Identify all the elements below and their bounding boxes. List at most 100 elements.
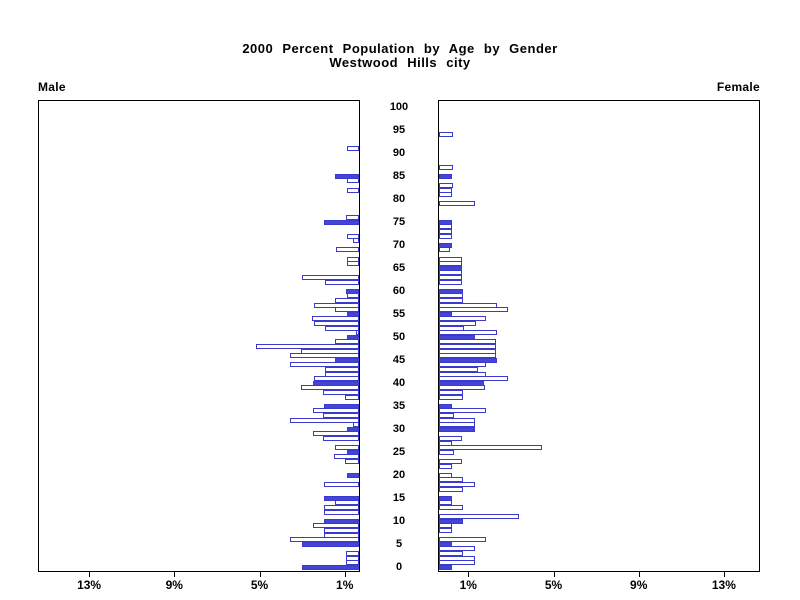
bar-female-age-0 [439,564,452,570]
bar-female-age-51 [439,330,497,336]
bar-male-age-5 [302,541,359,547]
bar-male-age-2 [345,555,359,561]
bar-female-age-45 [439,357,498,363]
female-tick-label-1%: 1% [459,578,477,592]
bar-male-age-69 [336,247,359,253]
male-tick-1% [344,572,346,577]
bar-female-age-75 [439,219,452,225]
bar-female-age-31 [439,422,475,428]
bar-female-age-69 [439,247,451,253]
bar-female-age-23 [439,458,463,464]
female-tick-1% [468,572,470,577]
bar-male-age-91 [346,146,359,152]
bar-female-age-44 [439,362,486,368]
bar-female-age-15 [439,495,452,501]
bar-female-age-55 [439,311,452,317]
bar-male-age-38 [323,389,359,395]
bar-female-age-67 [439,256,463,262]
bar-female-age-22 [439,463,452,469]
bar-male-age-41 [314,376,359,382]
bar-male-age-76 [345,215,359,221]
bar-male-age-23 [345,458,359,464]
bar-male-age-40 [313,380,359,386]
age-axis-label-95: 95 [392,124,406,136]
bar-female-age-79 [439,201,475,207]
bar-male-age-14 [334,500,359,506]
bar-male-age-47 [300,348,359,354]
bar-female-age-58 [439,297,464,303]
bar-male-age-85 [334,173,359,179]
bar-male-age-49 [334,339,359,345]
bar-female-age-17 [439,486,464,492]
bar-female-age-41 [439,376,509,382]
bar-female-age-54 [439,316,486,322]
bar-female-age-66 [439,261,463,267]
bar-male-age-26 [335,445,359,451]
bar-male-age-42 [325,371,359,377]
bar-female-age-18 [439,481,475,487]
age-axis-label-10: 10 [392,515,406,527]
bar-male-age-71 [352,238,359,244]
age-axis-label-60: 60 [392,285,406,297]
bar-male-age-46 [289,353,359,359]
bar-female-age-5 [439,541,452,547]
bar-male-age-62 [325,279,359,285]
female-plot-area [438,100,760,572]
age-axis-label-65: 65 [392,262,406,274]
age-axis-label-80: 80 [392,193,406,205]
bar-female-age-4 [439,546,475,552]
bar-female-age-19 [439,477,464,483]
bar-female-age-56 [439,307,509,313]
bar-female-age-8 [439,527,452,533]
male-panel-label: Male [38,80,66,94]
bar-female-age-72 [439,233,453,239]
bar-male-age-34 [313,408,359,414]
bar-female-age-39 [439,385,485,391]
age-axis-label-50: 50 [392,331,406,343]
male-tick-label-9%: 9% [165,578,183,592]
bar-male-age-3 [345,550,359,556]
bar-male-age-56 [334,307,359,313]
bar-male-age-32 [289,417,359,423]
age-axis-label-75: 75 [392,216,406,228]
female-tick-label-13%: 13% [711,578,736,592]
bar-female-age-57 [439,302,497,308]
chart-title: 2000 Percent Population by Age by Gender [242,41,558,56]
bar-female-age-13 [439,504,464,510]
bar-male-age-33 [323,412,359,418]
bar-male-age-43 [325,366,359,372]
bar-female-age-83 [439,182,453,188]
age-axis-label-100: 100 [389,101,409,113]
bar-female-age-3 [439,550,464,556]
male-tick-13% [89,572,91,577]
bar-female-age-87 [439,164,453,170]
chart-subtitle: Westwood Hills city [329,55,471,70]
bar-male-age-75 [324,219,359,225]
bar-male-age-15 [323,495,359,501]
bar-female-age-30 [439,426,475,432]
bar-female-age-2 [439,555,475,561]
bar-male-age-66 [346,261,359,267]
bar-male-age-57 [314,302,359,308]
bar-male-age-6 [289,537,359,543]
bar-male-age-13 [323,504,359,510]
bar-male-age-60 [345,288,359,294]
age-axis-label-90: 90 [392,147,406,159]
bar-male-age-28 [323,435,359,441]
bar-female-age-74 [439,224,453,230]
bar-male-age-50 [346,334,359,340]
bar-female-age-34 [439,408,486,414]
bar-female-age-43 [439,366,479,372]
bar-male-age-82 [346,187,359,193]
age-axis-label-55: 55 [392,308,406,320]
bar-female-age-35 [439,403,452,409]
bar-female-age-65 [439,265,463,271]
age-axis-label-45: 45 [392,354,406,366]
bar-male-age-58 [334,297,359,303]
bar-female-age-27 [439,440,452,446]
bar-male-age-18 [323,481,359,487]
bar-female-age-38 [439,389,464,395]
bar-female-age-82 [439,187,453,193]
age-axis-label-70: 70 [392,239,406,251]
